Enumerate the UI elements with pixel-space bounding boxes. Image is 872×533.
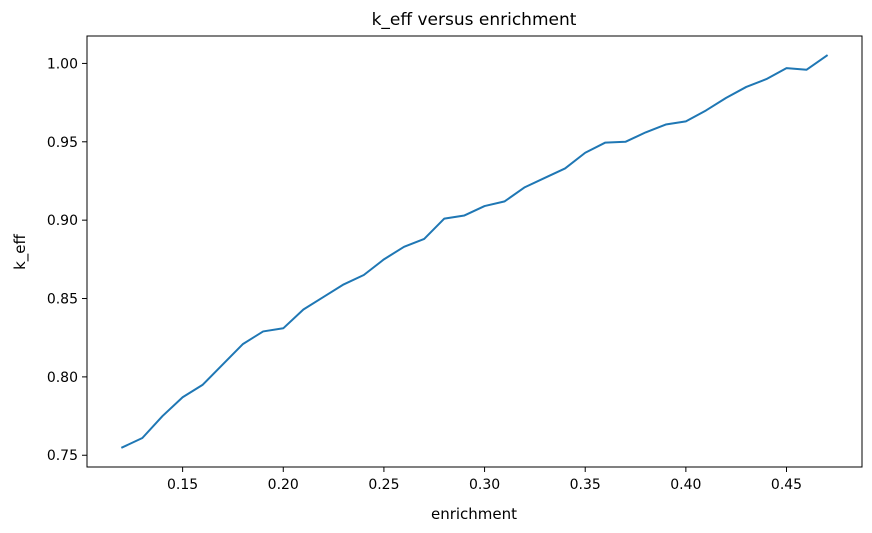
- x-tick-label: 0.15: [167, 477, 198, 493]
- series-layer: [120, 54, 829, 449]
- x-tick-label: 0.35: [570, 477, 601, 493]
- y-tick-label: 0.85: [47, 292, 78, 308]
- y-tick-label: 1.00: [47, 56, 78, 72]
- y-tick-label: 0.90: [47, 213, 78, 229]
- x-axis: 0.15 0.20 0.25 0.30 0.35 0.40 0.45: [167, 467, 802, 493]
- x-tick-label: 0.40: [670, 477, 701, 493]
- y-tick-label: 0.95: [47, 135, 78, 151]
- x-tick-label: 0.45: [771, 477, 802, 493]
- y-tick-label: 0.75: [47, 448, 78, 464]
- plot-frame: [86, 35, 863, 468]
- y-axis: 0.75 0.80 0.85 0.90 0.95 1.00: [47, 56, 87, 464]
- plot-area: [86, 35, 863, 468]
- y-axis-label: k_eff: [11, 233, 30, 269]
- series-line: [120, 54, 829, 449]
- x-axis-label: enrichment: [431, 505, 517, 523]
- y-tick-label: 0.80: [47, 370, 78, 386]
- x-tick-label: 0.30: [469, 477, 500, 493]
- x-tick-label: 0.20: [268, 477, 299, 493]
- x-tick-label: 0.25: [368, 477, 399, 493]
- chart-title: k_eff versus enrichment: [372, 10, 577, 30]
